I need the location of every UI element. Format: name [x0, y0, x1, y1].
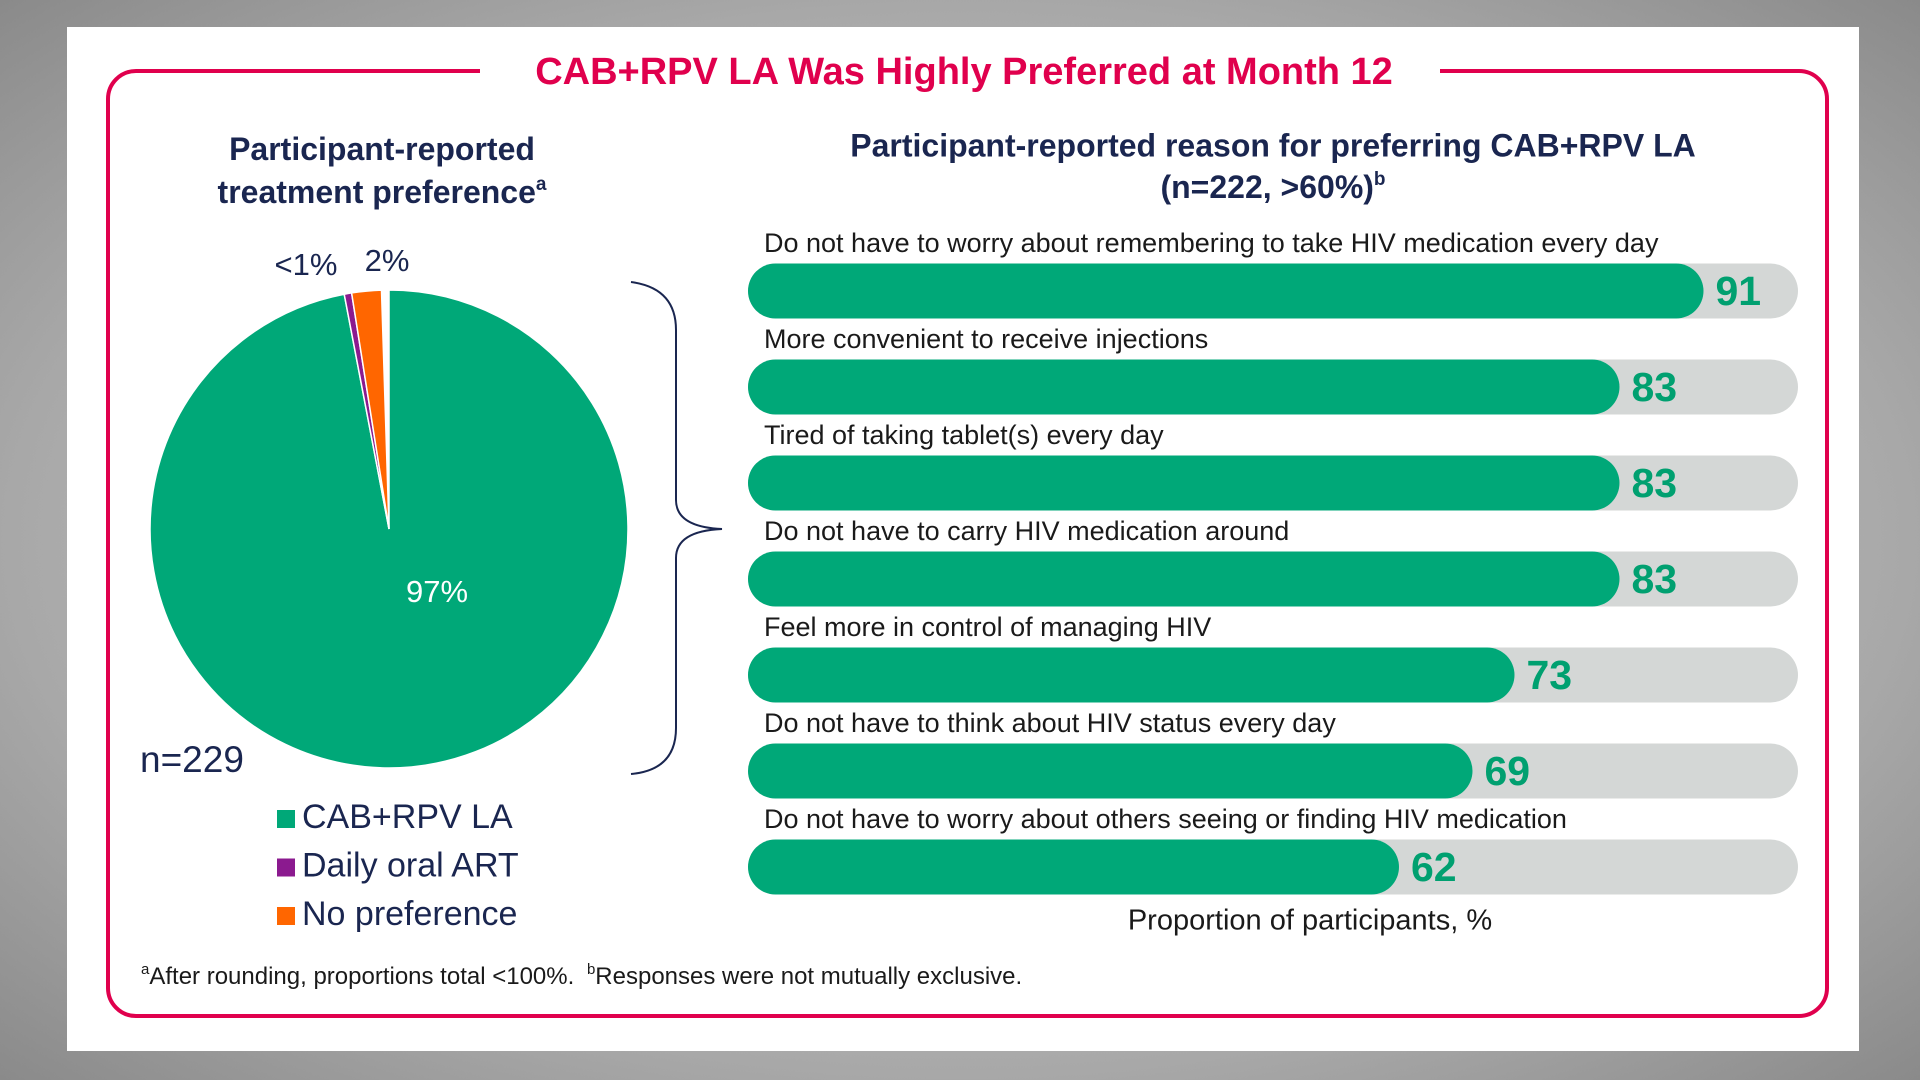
- slide-title: CAB+RPV LA Was Highly Preferred at Month…: [535, 51, 1393, 93]
- bar: [748, 743, 1473, 799]
- category-label: Do not have to carry HIV medication arou…: [764, 516, 1289, 546]
- bar-title: Participant-reported reason for preferri…: [850, 127, 1695, 163]
- legend-swatch: [277, 858, 295, 877]
- bar: [748, 647, 1515, 703]
- bar-value-label: 69: [1485, 748, 1531, 794]
- bar-subtitle-text: (n=222, >60%): [1160, 169, 1373, 205]
- bar-value-label: 83: [1632, 364, 1678, 410]
- bar-value-label: 73: [1527, 652, 1573, 698]
- pie-title: treatment preferencea: [218, 174, 547, 210]
- footnote-sup: b: [587, 961, 595, 978]
- bar: [748, 455, 1620, 511]
- bar-subtitle: (n=222, >60%)b: [1160, 169, 1385, 205]
- category-label: Feel more in control of managing HIV: [764, 612, 1211, 642]
- pie-title-line: Participant-reported: [229, 131, 535, 167]
- pie-slice: [350, 289, 390, 530]
- pie-title-sup: a: [536, 174, 547, 195]
- legend-label: CAB+RPV LA: [302, 798, 513, 836]
- category-label: Do not have to think about HIV status ev…: [764, 708, 1336, 738]
- footnote-text: Responses were not mutually exclusive.: [595, 963, 1022, 990]
- footnote-text: After rounding, proportions total <100%.: [149, 963, 574, 990]
- pie-value-label: 2%: [365, 243, 410, 278]
- brace: [630, 281, 723, 775]
- title-backdrop: [480, 50, 1440, 94]
- pie-note: n=229: [140, 739, 244, 780]
- legend-swatch: [277, 907, 295, 925]
- legend-swatch: [277, 810, 295, 828]
- category-label: Do not have to worry about others seeing…: [764, 804, 1567, 834]
- category-label: More convenient to receive injections: [764, 324, 1208, 354]
- bar-value-label: 83: [1632, 556, 1678, 602]
- bar: [748, 839, 1399, 895]
- legend-label: No preference: [302, 895, 517, 933]
- pie-title-line: treatment preference: [218, 174, 536, 210]
- bar: [748, 359, 1620, 415]
- pie-value-label: 97%: [406, 574, 468, 609]
- bar-value-label: 62: [1411, 844, 1457, 890]
- bar-subtitle-sup: b: [1374, 169, 1386, 190]
- footnote-sup: a: [141, 961, 150, 978]
- category-label: Tired of taking tablet(s) every day: [764, 420, 1164, 450]
- pie-value-label: <1%: [275, 247, 338, 282]
- legend-label: Daily oral ART: [302, 846, 519, 884]
- x-axis-label: Proportion of participants, %: [1128, 905, 1492, 937]
- bar: [748, 551, 1620, 607]
- bar: [748, 263, 1704, 319]
- bar-value-label: 91: [1716, 268, 1762, 314]
- bar-value-label: 83: [1632, 460, 1678, 506]
- footnote: aAfter rounding, proportions total <100%…: [141, 961, 1022, 990]
- category-label: Do not have to worry about remembering t…: [764, 228, 1659, 258]
- pie-title: Participant-reported: [229, 131, 535, 167]
